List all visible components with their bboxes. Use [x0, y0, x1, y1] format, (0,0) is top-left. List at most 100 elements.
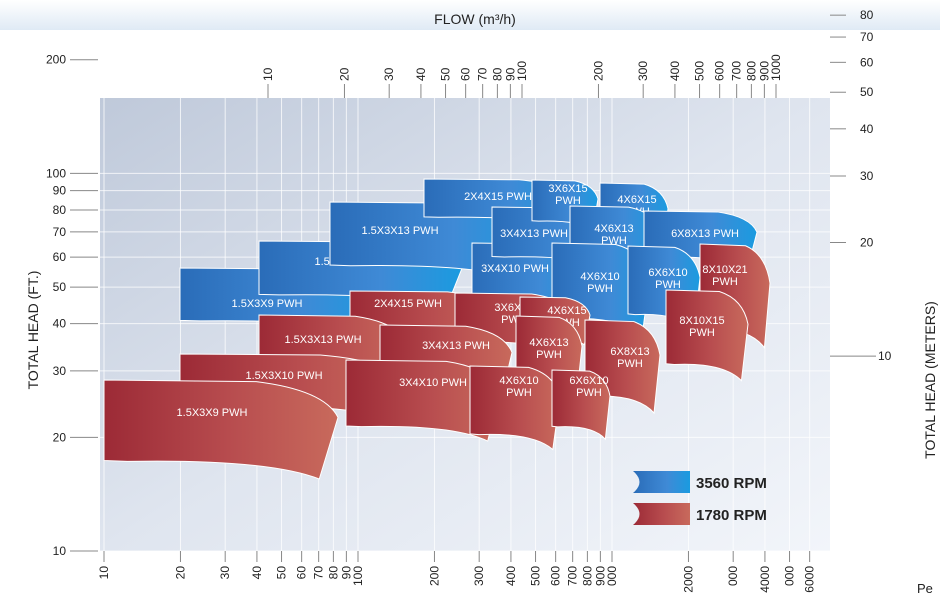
- bottom-tick-label: 300: [472, 566, 486, 586]
- top-tick-label: 1000: [769, 54, 783, 81]
- bottom-tick-label: 4000: [758, 566, 772, 593]
- top-tick-label: 90: [503, 67, 517, 81]
- curve-label: 4X6X13: [529, 337, 568, 349]
- top-tick-label: 10: [261, 67, 275, 81]
- bottom-tick-label: 70: [312, 566, 326, 580]
- curve-region-1780-24: [551, 369, 611, 441]
- curve-label: 4X6X15: [617, 194, 656, 206]
- right-tick-label: 80: [860, 8, 874, 22]
- bottom-tick-label: 500: [529, 566, 543, 586]
- top-tick-label: 700: [730, 61, 744, 81]
- bottom-tick-label: 800: [580, 566, 594, 586]
- left-tick-label: 60: [53, 250, 67, 264]
- curve-label: PWH: [576, 387, 602, 399]
- top-tick-label: 50: [439, 67, 453, 81]
- curve-label: 3X4X13 PWH: [500, 228, 568, 240]
- right-tick-label: 60: [860, 55, 874, 69]
- left-tick-label: 20: [53, 430, 67, 444]
- curve-label: 8X10X15: [679, 315, 724, 327]
- top-tick-label: 40: [414, 67, 428, 81]
- top-tick-label: 400: [668, 61, 682, 81]
- top-tick-label: 600: [713, 61, 727, 81]
- bottom-tick-label: 80: [326, 566, 340, 580]
- top-tick-label: 60: [459, 67, 473, 81]
- bottom-tick-label: 40: [250, 566, 264, 580]
- bottom-tick-label: 000: [783, 566, 797, 586]
- right-tick-label: 20: [860, 235, 874, 249]
- left-tick-label: 30: [53, 364, 67, 378]
- top-tick-label: 30: [382, 67, 396, 81]
- top-tick-label: 200: [591, 61, 605, 81]
- curve-label: 1.5X3X9 PWH: [177, 407, 248, 419]
- bottom-tick-label: 900: [593, 566, 607, 586]
- curve-label: 1.5X3X13 PWH: [284, 334, 361, 346]
- right-tick-label: 30: [860, 169, 874, 183]
- top-tick-label: 70: [476, 67, 490, 81]
- right-tick-label: 90: [860, 0, 874, 3]
- legend-label-1780: 1780 RPM: [696, 507, 767, 524]
- top-tick-label: 900: [757, 61, 771, 81]
- curve-label: PWH: [506, 387, 532, 399]
- curve-label: PWH: [712, 276, 738, 288]
- curve-label: 1.5X3X9 PWH: [232, 298, 303, 310]
- curve-label: PWH: [655, 279, 681, 291]
- bottom-tick-label: 200: [427, 566, 441, 586]
- axis-ticks: 1020304050607080901002003004005006007008…: [46, 0, 892, 593]
- curve-label: 6X6X10: [569, 375, 608, 387]
- curve-label: PWH: [689, 327, 715, 339]
- legend: 3560 RPM 1780 RPM: [633, 471, 767, 525]
- bottom-tick-label: 000: [605, 566, 619, 586]
- left-tick-label: 70: [53, 225, 67, 239]
- bottom-tick-label: 30: [218, 566, 232, 580]
- curve-label: 6X8X13: [610, 346, 649, 358]
- right-tick-label: 10: [878, 349, 892, 363]
- bottom-tick-label: 400: [504, 566, 518, 586]
- bottom-tick-label: 700: [566, 566, 580, 586]
- curve-label: 3X4X10 PWH: [399, 377, 467, 389]
- bottom-tick-label: 60: [295, 566, 309, 580]
- top-tick-label: 500: [693, 61, 707, 81]
- right-axis-title: TOTAL HEAD (METERS): [922, 301, 938, 459]
- curve-region-1780-23: [469, 365, 561, 451]
- curve-label: PWH: [536, 349, 562, 361]
- top-tick-label: 300: [636, 61, 650, 81]
- top-tick-label: 100: [515, 61, 529, 81]
- left-tick-label: 80: [53, 203, 67, 217]
- curve-regions: 1.5X3X9 PWH 1.5X3X10 PWH 1.5X3X13 PWH 2X4X1…: [103, 178, 771, 480]
- top-tick-label: 800: [744, 61, 758, 81]
- curve-label: 3X6X15: [548, 183, 587, 195]
- curve-label: 4X6X13: [594, 223, 633, 235]
- legend-label-3560: 3560 RPM: [696, 475, 767, 492]
- curve-label: 4X6X15: [547, 305, 586, 317]
- curve-label: 4X6X10: [580, 271, 619, 283]
- top-axis-title: FLOW (m³/h): [434, 11, 516, 27]
- legend-swatch-1780: [633, 503, 690, 525]
- curve-label: 2X4X15 PWH: [464, 191, 532, 203]
- curve-label: 2X4X15 PWH: [374, 298, 442, 310]
- left-tick-label: 90: [53, 184, 67, 198]
- curve-label: PWH: [555, 195, 581, 207]
- header-banner: [0, 0, 940, 30]
- left-axis-title: TOTAL HEAD (FT.): [25, 271, 41, 390]
- bottom-tick-label: 90: [339, 566, 353, 580]
- curve-region-1780-13: [665, 289, 749, 382]
- bottom-tick-label: 600: [549, 566, 563, 586]
- curve-label: 4X6X10: [499, 375, 538, 387]
- left-tick-label: 50: [53, 280, 67, 294]
- curve-label: 3X4X13 PWH: [422, 340, 490, 352]
- curve-region-1780-25: [103, 379, 339, 480]
- top-tick-label: 20: [337, 67, 351, 81]
- curve-label: PWH: [587, 283, 613, 295]
- left-tick-label: 100: [46, 166, 66, 180]
- left-tick-label: 200: [46, 53, 66, 67]
- right-tick-label: 50: [860, 85, 874, 99]
- bottom-tick-label: 10: [97, 566, 111, 580]
- curve-label: 6X8X13 PWH: [671, 228, 739, 240]
- bottom-tick-label: 50: [275, 566, 289, 580]
- legend-swatch-3560: [633, 471, 690, 493]
- left-tick-label: 40: [53, 317, 67, 331]
- corner-text: Pe: [917, 581, 933, 596]
- left-tick-label: 10: [53, 544, 67, 558]
- bottom-tick-label: 100: [351, 566, 365, 586]
